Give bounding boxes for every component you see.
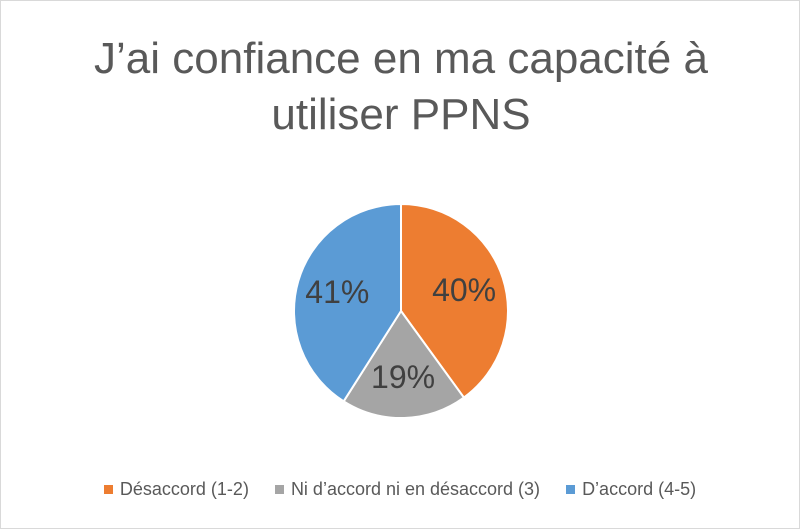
legend-swatch — [103, 485, 113, 494]
pie-slice — [342, 309, 466, 419]
legend-swatch — [566, 485, 576, 494]
pie-slice — [400, 202, 509, 399]
data-label: 41% — [305, 274, 369, 310]
data-label: 40% — [432, 272, 496, 308]
legend-label: Désaccord (1-2) — [119, 479, 249, 499]
pie-slice — [293, 202, 402, 403]
data-label: 19% — [371, 359, 435, 395]
legend-item: D’accord (4-5) — [566, 479, 696, 500]
legend-label: Ni d’accord ni en désaccord (3) — [290, 479, 541, 499]
chart-title: J’ai confiance en ma capacité à utiliser… — [94, 34, 708, 139]
legend-item: Ni d’accord ni en désaccord (3) — [274, 479, 541, 500]
legend-item: Désaccord (1-2) — [103, 479, 249, 500]
legend: Désaccord (1-2) Ni d’accord ni en désacco… — [1, 479, 799, 500]
legend-swatch — [274, 485, 284, 494]
legend-label: D’accord (4-5) — [582, 479, 697, 499]
